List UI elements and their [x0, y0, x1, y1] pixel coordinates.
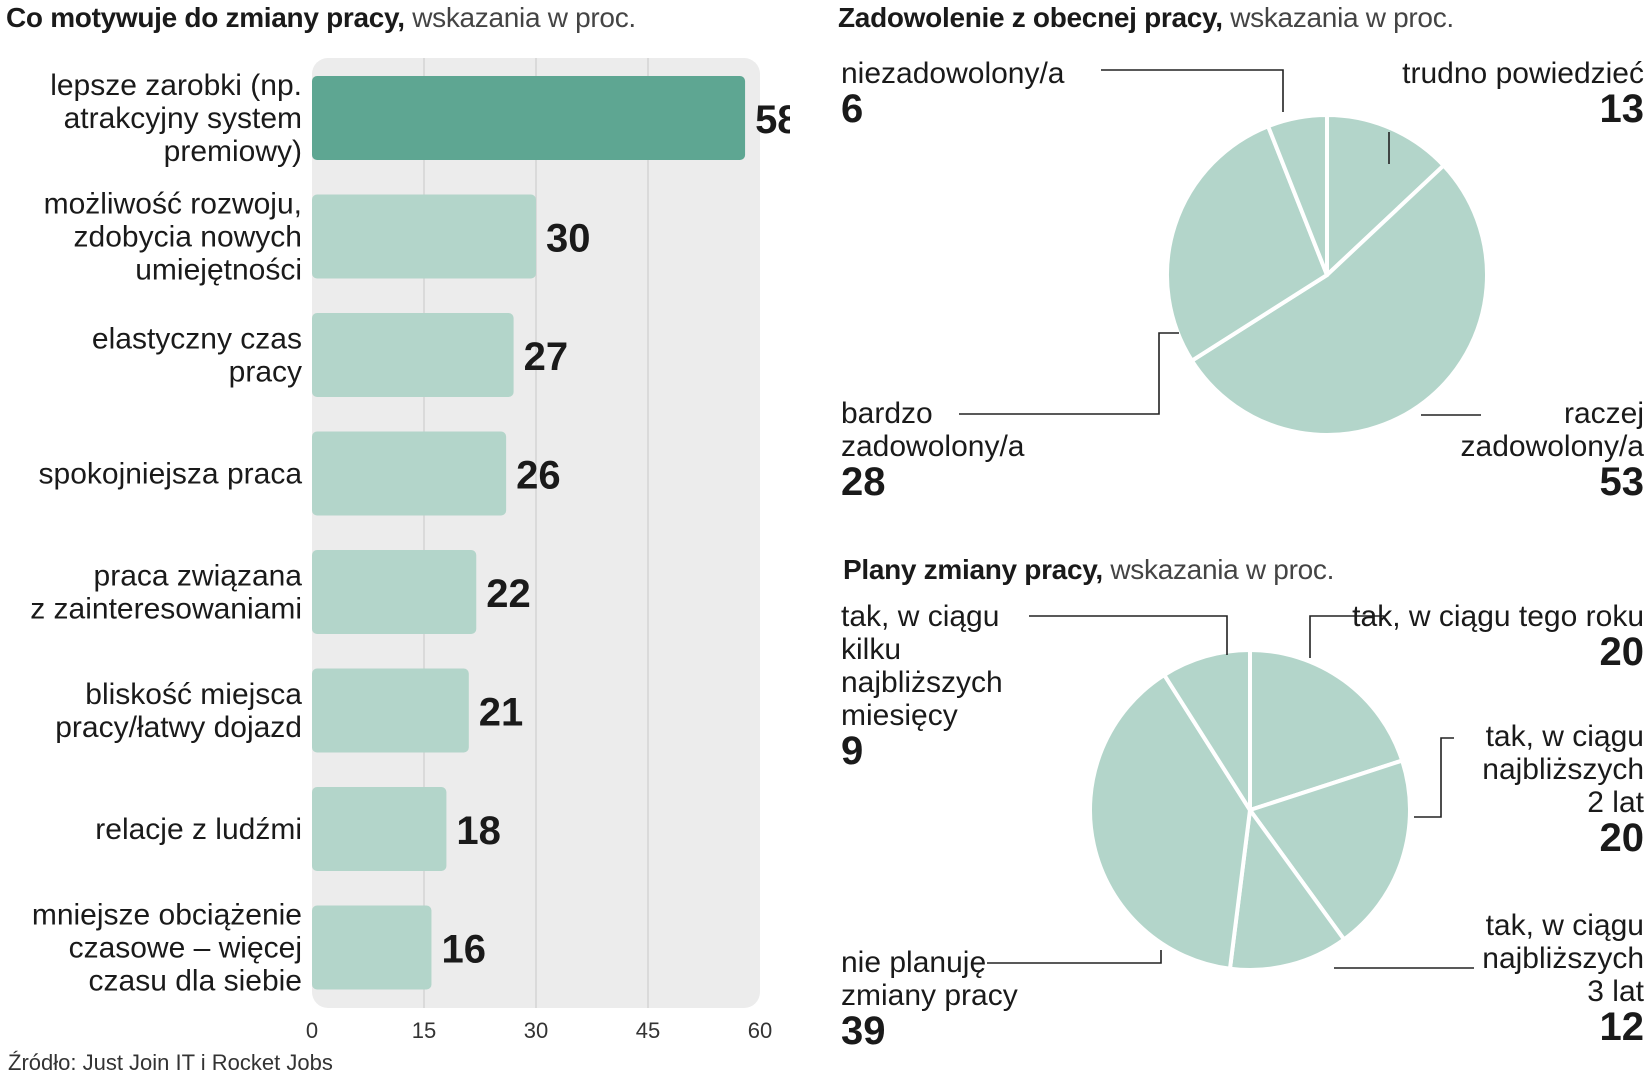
- slice-label: raczej: [1564, 397, 1644, 430]
- pie-slice: [1162, 648, 1252, 812]
- category-label: bliskość miejsca: [85, 678, 302, 711]
- bar-value-label: 58: [755, 98, 790, 142]
- bar: [312, 431, 507, 516]
- category-label: czasu dla siebie: [89, 965, 302, 998]
- pie-slice: [1248, 648, 1405, 812]
- slice-value-label: 13: [1600, 87, 1645, 131]
- bar-chart: lepsze zarobki (np.atrakcyjny systemprem…: [30, 58, 790, 1043]
- slice-label: nie planuję: [841, 946, 986, 979]
- slice-label: najbliższych: [1482, 942, 1644, 975]
- slice-value-label: 20: [1600, 816, 1645, 860]
- category-label: zdobycia nowych: [74, 221, 302, 254]
- slice-label: 2 lat: [1587, 786, 1644, 819]
- x-tick-label: 15: [412, 1018, 436, 1043]
- pie-slice: [1189, 163, 1489, 437]
- slice-label: bardzo: [841, 397, 933, 430]
- x-tick-label: 30: [524, 1018, 548, 1043]
- category-label: elastyczny czas: [92, 323, 302, 356]
- slice-label: trudno powiedzieć: [1402, 57, 1644, 90]
- slice-label: najbliższych: [1482, 753, 1644, 786]
- category-label: z zainteresowaniami: [30, 593, 302, 626]
- bar-value-label: 22: [486, 572, 531, 616]
- slice-label: tak, w ciągu: [1486, 909, 1644, 942]
- pie-slice: [1325, 113, 1446, 277]
- slice-label: kilku: [841, 633, 901, 666]
- bar: [312, 905, 432, 990]
- slice-value-label: 53: [1600, 460, 1645, 504]
- bar-value-label: 30: [546, 217, 591, 261]
- bar: [312, 787, 447, 871]
- x-tick-label: 45: [636, 1018, 660, 1043]
- bar-chart-title-bold: Co motywuje do zmiany pracy,: [6, 2, 405, 33]
- bar-value-label: 26: [516, 454, 561, 498]
- source-note: Źródło: Just Join IT i Rocket Jobs: [8, 1050, 333, 1075]
- category-label: pracy/łatwy dojazd: [55, 711, 302, 744]
- bar-value-label: 27: [524, 335, 569, 379]
- satisfaction-pie-chart: trudno powiedzieć13raczejzadowolony/a53b…: [841, 57, 1645, 504]
- category-label: relacje z ludźmi: [95, 813, 302, 846]
- pie-slice: [1248, 758, 1412, 942]
- slice-label: zmiany pracy: [841, 979, 1018, 1012]
- bar: [312, 668, 469, 753]
- slice-value-label: 9: [841, 729, 863, 773]
- slice-label: zadowolony/a: [841, 430, 1025, 463]
- bar-value-label: 21: [479, 691, 524, 735]
- bar-chart-title: Co motywuje do zmiany pracy, wskazania w…: [6, 2, 636, 34]
- category-label: pracy: [229, 356, 302, 389]
- leader-line: [1101, 69, 1284, 112]
- satisfaction-pie-title: Zadowolenie z obecnej pracy, wskazania w…: [838, 2, 1454, 34]
- leader-line: [1309, 615, 1384, 658]
- slice-value-label: 39: [841, 1009, 886, 1053]
- slice-value-label: 28: [841, 460, 886, 504]
- leader-line: [987, 950, 1162, 964]
- satisfaction-pie-title-rest: wskazania w proc.: [1222, 2, 1454, 33]
- category-label: czasowe – więcej: [69, 932, 302, 965]
- pie-slice: [1266, 113, 1329, 277]
- slice-label: zadowolony/a: [1461, 430, 1645, 463]
- pie-slice: [1227, 808, 1347, 972]
- bar-chart-title-rest: wskazania w proc.: [404, 2, 636, 33]
- leader-line: [1414, 737, 1454, 818]
- slice-label: tak, w ciągu: [1486, 720, 1644, 753]
- slice-label: tak, w ciągu: [841, 600, 999, 633]
- category-label: umiejętności: [135, 254, 302, 287]
- pie-slice: [1165, 124, 1329, 363]
- slice-value-label: 20: [1600, 630, 1645, 674]
- bar-value-label: 18: [456, 809, 501, 853]
- satisfaction-pie-title-bold: Zadowolenie z obecnej pracy,: [838, 2, 1223, 33]
- slice-value-label: 6: [841, 87, 863, 131]
- slice-label: niezadowolony/a: [841, 57, 1065, 90]
- plans-pie-title-bold: Plany zmiany pracy,: [843, 554, 1103, 585]
- bar: [312, 550, 477, 634]
- bar: [312, 313, 514, 397]
- category-label: mniejsze obciążenie: [32, 899, 302, 932]
- slice-label: 3 lat: [1587, 975, 1644, 1008]
- slice-value-label: 12: [1600, 1005, 1645, 1049]
- category-label: spokojniejsza praca: [39, 458, 303, 491]
- slice-label: tak, w ciągu tego roku: [1352, 600, 1644, 633]
- leader-line: [959, 332, 1179, 415]
- bar: [312, 194, 536, 279]
- bar-value-label: 16: [441, 928, 486, 972]
- category-label: lepsze zarobki (np.: [50, 69, 302, 102]
- category-label: możliwość rozwoju,: [44, 188, 302, 221]
- plans-pie-title-rest: wskazania w proc.: [1102, 554, 1335, 585]
- plans-pie-title: Plany zmiany pracy, wskazania w proc.: [843, 554, 1334, 586]
- slice-label: najbliższych: [841, 666, 1003, 699]
- category-label: atrakcyjny system: [64, 102, 302, 135]
- slice-label: miesięcy: [841, 699, 958, 732]
- category-label: premiowy): [164, 135, 302, 168]
- leader-line: [1029, 615, 1228, 655]
- x-tick-label: 60: [748, 1018, 772, 1043]
- bar: [312, 76, 746, 160]
- x-tick-label: 0: [306, 1018, 318, 1043]
- category-label: praca związana: [94, 560, 303, 593]
